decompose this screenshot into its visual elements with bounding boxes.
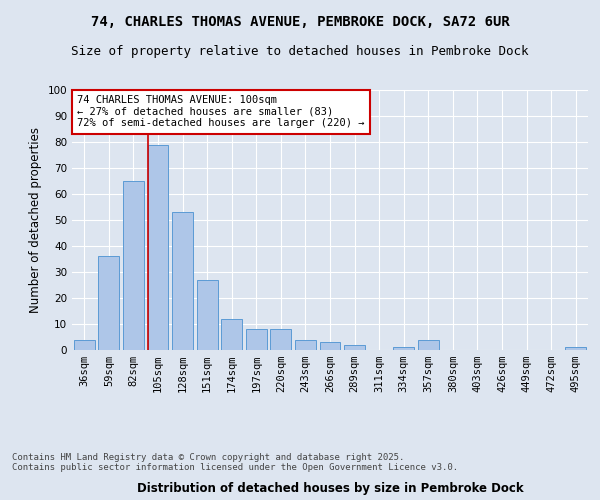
- Bar: [320, 342, 340, 350]
- Bar: [271, 329, 292, 350]
- Bar: [148, 144, 169, 350]
- Bar: [393, 348, 414, 350]
- Bar: [98, 256, 119, 350]
- Bar: [197, 280, 218, 350]
- Bar: [172, 212, 193, 350]
- Bar: [74, 340, 95, 350]
- Y-axis label: Number of detached properties: Number of detached properties: [29, 127, 42, 313]
- Text: 74 CHARLES THOMAS AVENUE: 100sqm
← 27% of detached houses are smaller (83)
72% o: 74 CHARLES THOMAS AVENUE: 100sqm ← 27% o…: [77, 95, 365, 128]
- Text: Distribution of detached houses by size in Pembroke Dock: Distribution of detached houses by size …: [137, 482, 523, 495]
- Bar: [221, 319, 242, 350]
- Text: 74, CHARLES THOMAS AVENUE, PEMBROKE DOCK, SA72 6UR: 74, CHARLES THOMAS AVENUE, PEMBROKE DOCK…: [91, 15, 509, 29]
- Bar: [344, 345, 365, 350]
- Text: Contains HM Land Registry data © Crown copyright and database right 2025.
Contai: Contains HM Land Registry data © Crown c…: [12, 452, 458, 472]
- Bar: [123, 181, 144, 350]
- Bar: [246, 329, 267, 350]
- Bar: [295, 340, 316, 350]
- Bar: [565, 348, 586, 350]
- Text: Size of property relative to detached houses in Pembroke Dock: Size of property relative to detached ho…: [71, 45, 529, 58]
- Bar: [418, 340, 439, 350]
